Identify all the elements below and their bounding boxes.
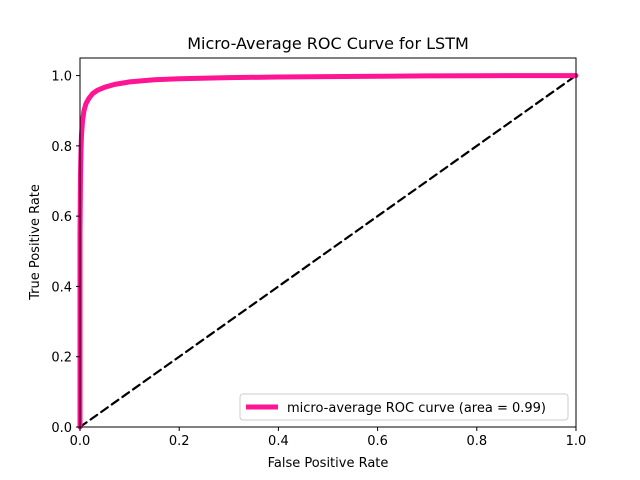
x-axis: 0.0 0.2 0.4 0.6 0.8 1.0 — [70, 427, 587, 449]
y-tick-label: 0.4 — [51, 280, 72, 295]
y-tick-label: 1.0 — [51, 70, 72, 85]
y-tick-label: 0.8 — [51, 140, 72, 155]
x-axis-label: False Positive Rate — [268, 456, 389, 471]
y-tick-label: 0.6 — [51, 210, 72, 225]
x-tick-label: 0.4 — [268, 434, 289, 449]
x-tick-label: 0.0 — [70, 434, 91, 449]
y-tick-label: 0.2 — [51, 351, 72, 366]
x-tick-label: 1.0 — [566, 434, 587, 449]
legend-box — [239, 393, 569, 421]
y-tick-label: 0.0 — [51, 421, 72, 436]
x-tick-label: 0.8 — [466, 434, 487, 449]
legend: micro-average ROC curve (area = 0.99) — [239, 393, 569, 421]
y-axis-label: True Positive Rate — [28, 184, 43, 301]
y-axis: 0.0 0.2 0.4 0.6 0.8 1.0 — [51, 70, 80, 436]
plot-frame — [79, 57, 577, 428]
chart-title: Micro-Average ROC Curve for LSTM — [187, 34, 469, 53]
chance-diagonal-line — [78, 74, 578, 429]
plot-area — [77, 73, 579, 430]
legend-label-roc: micro-average ROC curve (area = 0.99) — [287, 401, 546, 416]
x-tick-label: 0.2 — [169, 434, 190, 449]
roc-curve-line — [77, 73, 579, 430]
x-tick-label: 0.6 — [367, 434, 388, 449]
